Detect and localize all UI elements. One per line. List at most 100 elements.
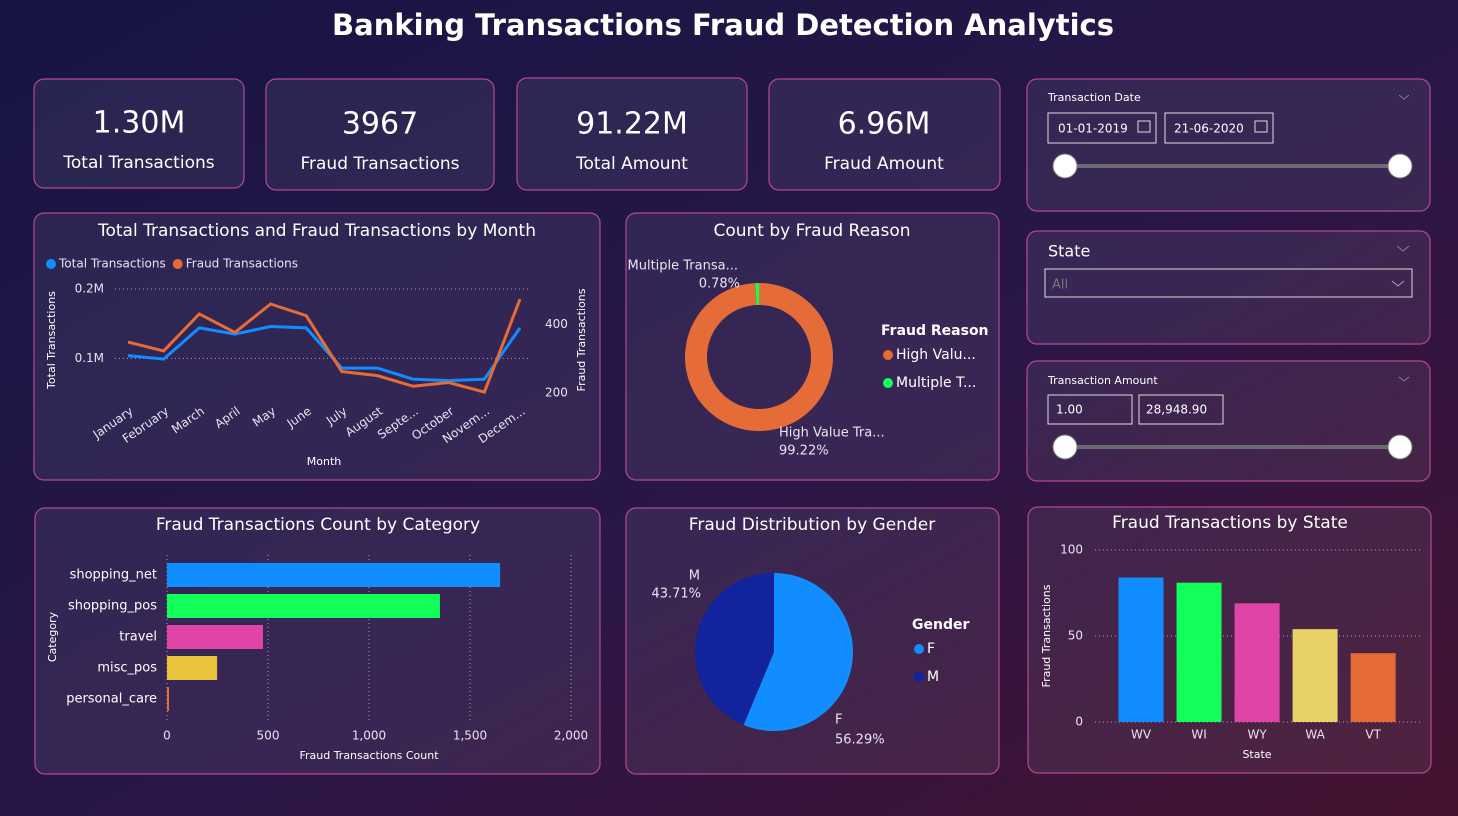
kpi-value: 6.96M bbox=[838, 107, 931, 142]
bar bbox=[167, 687, 170, 711]
amount-input[interactable] bbox=[1138, 394, 1224, 425]
y-axis-title: Category bbox=[46, 611, 59, 662]
x-tick-label: WI bbox=[1191, 728, 1206, 742]
y2-tick-label: 200 bbox=[545, 386, 568, 400]
x-tick-label: WA bbox=[1305, 728, 1325, 742]
date-input[interactable] bbox=[1047, 112, 1157, 144]
amount-slicer bbox=[1026, 360, 1431, 482]
y-tick-label: 0.1M bbox=[75, 351, 104, 365]
data-label: Multiple Transa... bbox=[628, 259, 739, 274]
chevron[interactable] bbox=[1391, 280, 1405, 287]
legend-label: Total Transactions bbox=[58, 257, 166, 271]
date-start: 01-01-2019 bbox=[1058, 122, 1128, 136]
bar bbox=[1234, 603, 1280, 722]
data-label: High Value Tra... bbox=[779, 426, 885, 441]
dropdown-value: All bbox=[1052, 278, 1068, 293]
x-axis-title: State bbox=[1242, 748, 1271, 761]
dropdown[interactable] bbox=[1044, 268, 1413, 298]
kpi-label: Total Transactions bbox=[62, 153, 214, 173]
slider-handle[interactable] bbox=[1052, 153, 1078, 179]
slider-handle[interactable] bbox=[1052, 434, 1078, 460]
slider-handle[interactable] bbox=[1387, 434, 1413, 460]
x-tick-label: 500 bbox=[257, 729, 280, 743]
series-line bbox=[127, 298, 522, 394]
calendar-icon[interactable] bbox=[1254, 120, 1268, 133]
data-label: 0.78% bbox=[699, 277, 740, 292]
legend-label: Multiple T... bbox=[896, 375, 976, 391]
legend-marker bbox=[883, 350, 893, 360]
y-axis-title: Total Transactions bbox=[45, 291, 58, 390]
y-axis-title: Fraud Transactions bbox=[1040, 584, 1053, 687]
bar bbox=[167, 563, 501, 587]
chevron[interactable] bbox=[1398, 94, 1410, 100]
kpi-label: Fraud Amount bbox=[824, 154, 944, 174]
bar bbox=[1118, 577, 1164, 722]
chevron[interactable] bbox=[1398, 376, 1410, 382]
legend-marker bbox=[172, 259, 183, 269]
y-tick-label: travel bbox=[119, 630, 157, 645]
legend-label: M bbox=[927, 669, 939, 685]
calendar-icon[interactable] bbox=[1137, 120, 1151, 133]
y2-axis-title: Fraud Transactions bbox=[575, 288, 588, 391]
date-input[interactable] bbox=[1164, 112, 1274, 144]
kpi-card bbox=[768, 78, 1001, 191]
slider-handle[interactable] bbox=[1387, 153, 1413, 179]
data-label: F bbox=[835, 713, 842, 728]
data-label: 43.71% bbox=[651, 587, 701, 602]
y-tick-label: 0.2M bbox=[75, 282, 104, 296]
slicer-title: Transaction Date bbox=[1047, 91, 1141, 104]
page-title: Banking Transactions Fraud Detection Ana… bbox=[332, 8, 1114, 42]
x-tick-label: 1,500 bbox=[453, 729, 487, 743]
legend-title: Fraud Reason bbox=[881, 323, 989, 339]
x-tick-label: 2,000 bbox=[554, 729, 588, 743]
kpi-label: Total Amount bbox=[575, 154, 688, 174]
kpi-label: Fraud Transactions bbox=[300, 154, 459, 174]
legend-marker bbox=[914, 672, 924, 682]
x-axis-title: Fraud Transactions Count bbox=[299, 749, 439, 762]
chevron[interactable] bbox=[1396, 245, 1410, 252]
data-label: 56.29% bbox=[835, 733, 885, 748]
x-tick-label: 0 bbox=[163, 729, 171, 743]
data-label: M bbox=[689, 569, 700, 584]
legend-marker bbox=[46, 259, 56, 269]
bar bbox=[1292, 629, 1338, 722]
bar bbox=[167, 625, 263, 649]
legend-marker bbox=[914, 644, 924, 654]
chart-title: Total Transactions and Fraud Transaction… bbox=[97, 221, 536, 241]
y-tick-label: shopping_net bbox=[70, 568, 157, 583]
chart-title: Fraud Transactions Count by Category bbox=[156, 515, 480, 535]
state-slicer bbox=[1026, 230, 1431, 345]
y-tick-label: 0 bbox=[1075, 715, 1083, 729]
y2-tick-label: 400 bbox=[545, 317, 568, 331]
chart-title: Fraud Distribution by Gender bbox=[689, 515, 935, 535]
bar bbox=[1176, 582, 1222, 722]
x-tick-label: WY bbox=[1247, 728, 1267, 742]
amount-max: 28,948.90 bbox=[1146, 403, 1207, 417]
y-tick-label: 50 bbox=[1068, 629, 1083, 643]
data-label: 99.22% bbox=[779, 444, 829, 459]
x-tick-label: WV bbox=[1131, 728, 1152, 742]
chart-title: Fraud Transactions by State bbox=[1112, 513, 1348, 533]
date-end: 21-06-2020 bbox=[1174, 122, 1244, 136]
x-tick-label: 1,000 bbox=[352, 729, 386, 743]
kpi-card bbox=[33, 78, 245, 189]
legend-title: Gender bbox=[912, 617, 969, 633]
slice bbox=[755, 283, 759, 306]
series-line bbox=[127, 324, 522, 383]
legend-label: Fraud Transactions bbox=[186, 257, 298, 271]
legend-marker bbox=[883, 378, 893, 388]
kpi-card bbox=[516, 77, 748, 191]
slicer-title: Transaction Amount bbox=[1047, 374, 1158, 387]
kpi-value: 1.30M bbox=[93, 106, 186, 141]
bar bbox=[167, 656, 218, 680]
chart-panel bbox=[33, 212, 601, 481]
y-tick-label: misc_pos bbox=[97, 661, 157, 676]
amount-input[interactable] bbox=[1047, 394, 1133, 425]
slice bbox=[743, 573, 853, 732]
y-tick-label: shopping_pos bbox=[68, 599, 157, 614]
x-tick-label: VT bbox=[1365, 728, 1381, 742]
kpi-card bbox=[265, 78, 495, 191]
amount-min: 1.00 bbox=[1056, 403, 1083, 417]
chart-title: Count by Fraud Reason bbox=[713, 221, 910, 241]
